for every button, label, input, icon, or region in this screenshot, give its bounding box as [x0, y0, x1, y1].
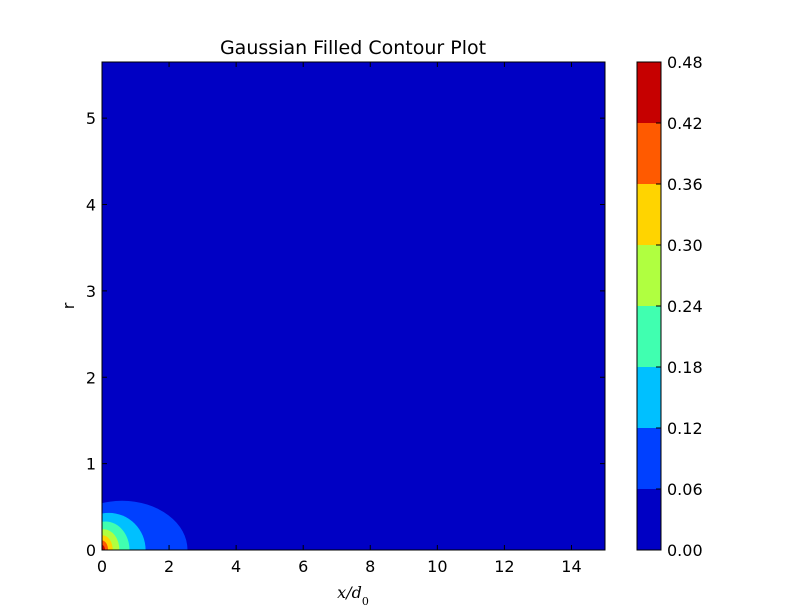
contour-base-region	[102, 62, 605, 550]
colorbar-band	[637, 245, 661, 306]
x-tick-label: 0	[97, 557, 107, 576]
colorbar-tick-label: 0.06	[667, 480, 703, 499]
y-tick-label: 3	[86, 282, 96, 301]
y-tick-label: 4	[86, 196, 96, 215]
y-axis-label: r	[59, 302, 78, 309]
contour-regions	[102, 500, 188, 550]
y-tick-label: 2	[86, 368, 96, 387]
y-axis-ticks: 0 1 2 3 4 5	[86, 109, 605, 560]
x-tick-label: 10	[427, 557, 447, 576]
colorbar-tick-label: 0.24	[667, 297, 703, 316]
colorbar-tick-label: 0.48	[667, 53, 703, 72]
colorbar-tick-label: 0.30	[667, 236, 703, 255]
colorbar-tick-label: 0.36	[667, 175, 703, 194]
x-axis-ticks: 0 2 4 6 8 10 12 14	[97, 62, 582, 576]
colorbar-tick-label: 0.12	[667, 419, 703, 438]
x-tick-label: 6	[298, 557, 308, 576]
y-tick-label: 1	[86, 455, 96, 474]
chart-title: Gaussian Filled Contour Plot	[220, 37, 486, 59]
colorbar-band	[637, 62, 661, 123]
colorbar-ticks: 0.00 0.06 0.12 0.18 0.24 0.30 0.36 0.42 0.48	[656, 53, 703, 560]
colorbar-bands	[637, 62, 661, 550]
colorbar-band	[637, 428, 661, 489]
y-tick-label: 0	[86, 541, 96, 560]
colorbar-tick-label: 0.18	[667, 358, 703, 377]
x-tick-label: 12	[494, 557, 514, 576]
colorbar-band	[637, 306, 661, 367]
colorbar: 0.00 0.06 0.12 0.18 0.24 0.30 0.36 0.42 0.48	[636, 53, 703, 560]
plot-frame	[101, 61, 606, 551]
contour-region-7	[102, 544, 106, 550]
colorbar-band	[637, 123, 661, 184]
x-tick-label: 2	[164, 557, 174, 576]
x-tick-label: 8	[365, 557, 375, 576]
x-tick-label: 14	[561, 557, 581, 576]
y-tick-label: 5	[86, 109, 96, 128]
colorbar-band	[637, 489, 661, 550]
x-tick-label: 4	[231, 557, 241, 576]
colorbar-tick-label: 0.00	[667, 541, 703, 560]
colorbar-tick-label: 0.42	[667, 114, 703, 133]
x-axis-label: x/d0	[337, 583, 369, 608]
colorbar-band	[637, 184, 661, 245]
colorbar-band	[637, 367, 661, 428]
